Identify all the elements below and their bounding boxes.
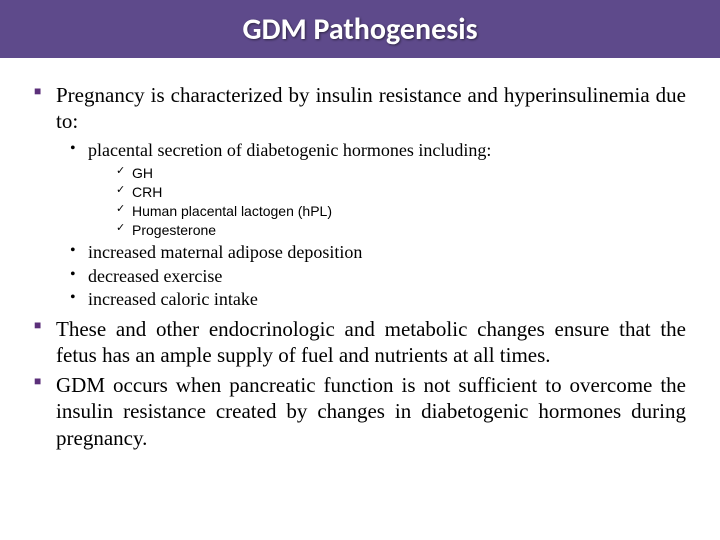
bullet-text: These and other endocrinologic and metab… [56, 316, 686, 369]
bullet-list-level2: placental secretion of diabetogenic horm… [70, 139, 686, 312]
bullet-text: increased caloric intake [88, 289, 258, 309]
bullet-text: CRH [132, 184, 162, 200]
list-item: These and other endocrinologic and metab… [34, 316, 686, 369]
list-item: decreased exercise [70, 265, 686, 288]
list-item: GDM occurs when pancreatic function is n… [34, 372, 686, 451]
list-item: placental secretion of diabetogenic horm… [70, 139, 686, 240]
bullet-text: Progesterone [132, 222, 216, 238]
bullet-text: GDM occurs when pancreatic function is n… [56, 372, 686, 451]
slide-content: Pregnancy is characterized by insulin re… [0, 58, 720, 451]
list-item: increased caloric intake [70, 288, 686, 311]
bullet-text: GH [132, 165, 153, 181]
bullet-text: Pregnancy is characterized by insulin re… [56, 82, 686, 135]
bullet-text: increased maternal adipose deposition [88, 242, 362, 262]
title-bar: GDM Pathogenesis [0, 0, 720, 58]
bullet-text: Human placental lactogen (hPL) [132, 203, 332, 219]
bullet-text: placental secretion of diabetogenic horm… [88, 140, 491, 160]
list-item: Human placental lactogen (hPL) [116, 202, 686, 221]
list-item: GH [116, 164, 686, 183]
list-item: Progesterone [116, 221, 686, 240]
list-item: CRH [116, 183, 686, 202]
bullet-list-level1: Pregnancy is characterized by insulin re… [34, 82, 686, 451]
bullet-text: decreased exercise [88, 266, 222, 286]
slide-title: GDM Pathogenesis [242, 11, 477, 48]
bullet-list-level3: GH CRH Human placental lactogen (hPL) Pr… [116, 164, 686, 240]
list-item: Pregnancy is characterized by insulin re… [34, 82, 686, 312]
list-item: increased maternal adipose deposition [70, 241, 686, 264]
